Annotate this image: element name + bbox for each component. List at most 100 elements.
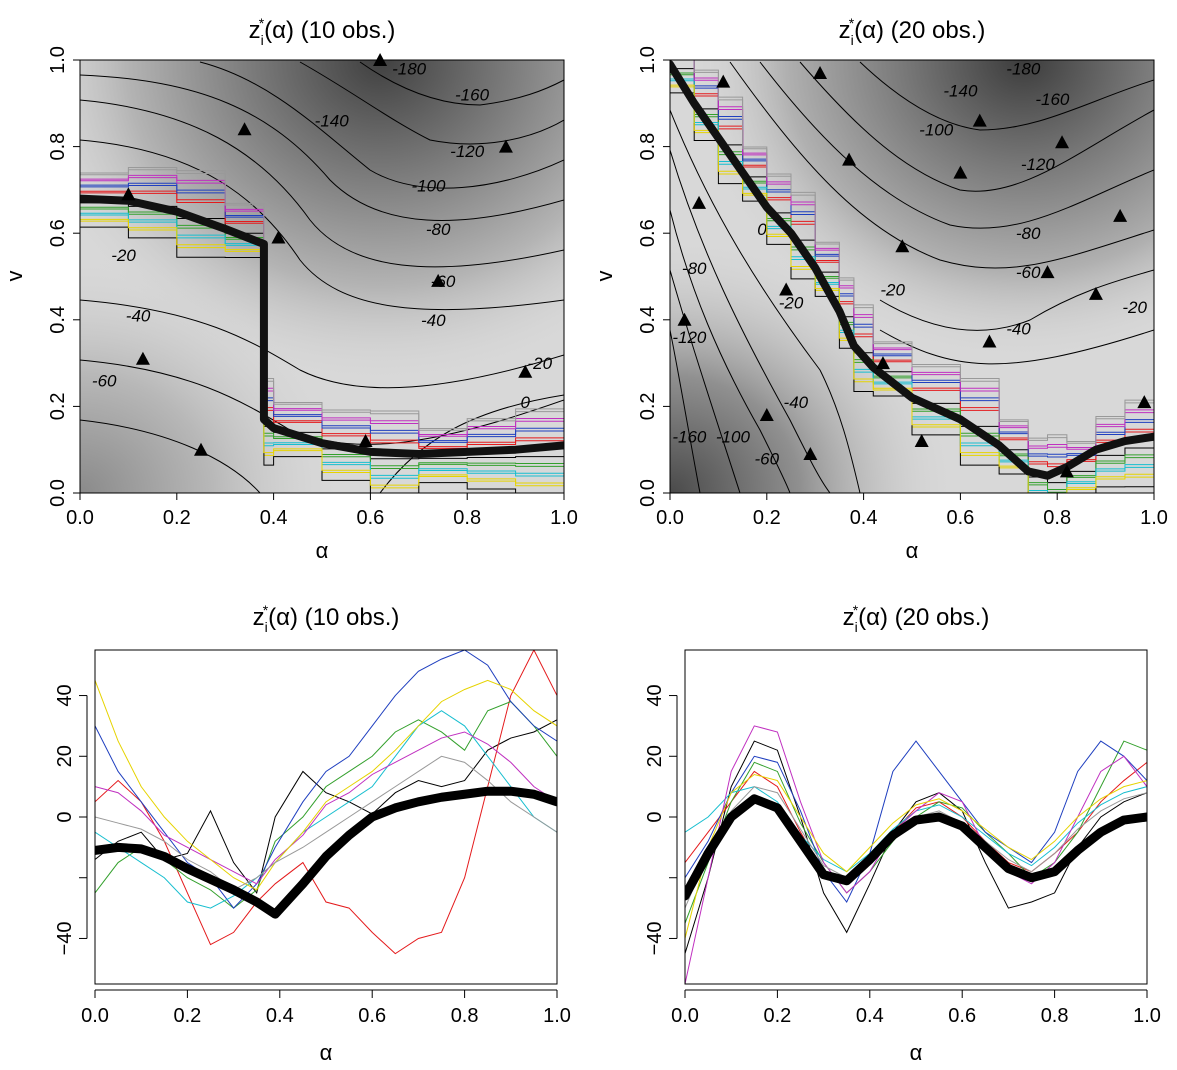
- observation-triangle: [982, 334, 997, 348]
- observation-triangle: [194, 442, 208, 456]
- contour-label: -100: [411, 177, 446, 196]
- observation-triangle: [972, 113, 987, 127]
- contour-label: -20: [111, 246, 136, 265]
- x-axis: 0.0 0.2 0.4 0.6 0.8 1.0: [671, 989, 1161, 1027]
- y-tick-label: 0.2: [637, 392, 659, 420]
- observation-triangle: [358, 434, 373, 448]
- plot-frame: [79, 59, 565, 494]
- thin-series-line: [95, 710, 557, 909]
- contour-label: -20: [528, 354, 553, 373]
- observation-triangle: [1055, 135, 1070, 149]
- thin-series-line: [95, 679, 557, 891]
- simulated-paths: [80, 167, 564, 493]
- x-axis: 0.0 0.2 0.4 0.6 0.8 1.0: [66, 493, 578, 529]
- heatmap-surface: [80, 60, 564, 493]
- simulated-path: [670, 92, 1154, 493]
- observation-markers: [677, 65, 1152, 478]
- panel-bottom-right: zi*(α) (20 obs.) 0.0 0.2 0.4 0.6 0.8 1.0 −40 0…: [644, 602, 1161, 1065]
- contour-label: -60: [755, 449, 780, 468]
- contour-label: -40: [784, 393, 809, 412]
- contour-label: -40: [421, 311, 446, 330]
- contour-labels: -180 -140 -160 -100 -120 -80 -60 -20 -20 -40 -20 0 -…: [672, 60, 1147, 469]
- simulated-path: [80, 185, 564, 443]
- thick-series: [685, 794, 1147, 901]
- y-tick-label: 20: [644, 745, 666, 767]
- x-tick-label: 0.2: [753, 507, 781, 529]
- x-tick-label: 0.0: [656, 507, 684, 529]
- contour-label: -80: [1016, 224, 1041, 243]
- y-tick-label: 0: [644, 811, 666, 822]
- contour-label: 0: [757, 220, 767, 239]
- observation-triangle: [135, 351, 150, 365]
- observation-triangle: [759, 408, 774, 422]
- observation-triangle: [1113, 208, 1128, 222]
- x-tick-label: 0.4: [260, 507, 288, 529]
- contour-label: -100: [919, 120, 954, 139]
- x-axis-label: α: [320, 1040, 333, 1065]
- observation-triangle: [121, 187, 136, 201]
- observation-triangle: [813, 65, 828, 79]
- y-tick-label: 40: [54, 684, 76, 706]
- thin-series: [95, 650, 557, 955]
- observation-triangle: [895, 239, 910, 253]
- y-tick-label: 0.0: [637, 479, 659, 507]
- y-tick-label: 0.4: [47, 306, 69, 334]
- y-tick-label: 1.0: [637, 46, 659, 74]
- observation-triangle: [1137, 395, 1152, 409]
- plot-frame: [669, 59, 1155, 494]
- panel-bottom-left: zi*(α) (10 obs.) 0.0 0.2 0.4 0.6 0.8 1.0 −40 0…: [54, 602, 571, 1065]
- x-axis-label: α: [910, 1040, 923, 1065]
- estimate-line: [80, 194, 564, 459]
- y-tick-label: 0.0: [47, 479, 69, 507]
- x-tick-label: 1.0: [1140, 507, 1168, 529]
- x-axis: 0.0 0.2 0.4 0.6 0.8 1.0: [81, 989, 571, 1027]
- thin-series-line: [95, 719, 557, 895]
- chart-title: zi*(α) (20 obs.): [843, 602, 990, 635]
- y-axis: −40 0 20 40: [54, 684, 88, 955]
- y-axis-label: v: [2, 271, 27, 282]
- x-tick-label: 0.6: [948, 1005, 976, 1027]
- observation-triangle: [914, 434, 929, 448]
- y-axis: −40 0 20 40: [644, 684, 678, 955]
- x-tick-label: 0.8: [1043, 507, 1071, 529]
- y-axis: 0.0 0.2 0.4 0.6 0.8 1.0: [637, 46, 670, 507]
- contour-label: -160: [672, 428, 707, 447]
- contour-label: -20: [1122, 298, 1147, 317]
- y-tick-label: 0: [54, 811, 76, 822]
- thick-series-line: [95, 786, 557, 919]
- contour-label: -160: [455, 86, 490, 105]
- x-tick-label: 1.0: [1133, 1005, 1161, 1027]
- observation-triangle: [677, 312, 692, 326]
- contour-label: -180: [392, 60, 427, 79]
- thin-series-line: [685, 740, 1147, 924]
- x-tick-label: 0.0: [66, 507, 94, 529]
- y-tick-label: 0.6: [637, 219, 659, 247]
- thin-series-line: [685, 725, 1147, 984]
- observation-triangle: [692, 195, 707, 209]
- simulated-path: [80, 218, 564, 486]
- observation-triangle: [1059, 464, 1074, 478]
- y-tick-label: 20: [54, 745, 76, 767]
- observation-triangle: [803, 447, 818, 461]
- thin-series-line: [685, 773, 1147, 939]
- x-axis-label: α: [316, 538, 329, 563]
- estimate-path: [80, 194, 564, 459]
- contour-label: -20: [779, 293, 804, 312]
- simulated-path: [670, 60, 1154, 450]
- simulated-path: [670, 84, 1154, 493]
- contour-label: -120: [1021, 155, 1056, 174]
- x-tick-label: 1.0: [543, 1005, 571, 1027]
- x-tick-label: 0.2: [173, 1005, 201, 1027]
- x-tick-label: 0.0: [81, 1005, 109, 1027]
- y-axis: 0.0 0.2 0.4 0.6 0.8 1.0: [47, 46, 80, 507]
- y-tick-label: −40: [54, 921, 76, 955]
- observation-triangle: [237, 122, 252, 136]
- contour-label: -140: [315, 112, 350, 131]
- x-tick-label: 0.4: [850, 507, 878, 529]
- observation-triangle: [1088, 286, 1103, 300]
- y-tick-label: 40: [644, 684, 666, 706]
- plot-frame: [94, 649, 558, 985]
- y-tick-label: −40: [644, 921, 666, 955]
- x-tick-label: 0.8: [1041, 1005, 1069, 1027]
